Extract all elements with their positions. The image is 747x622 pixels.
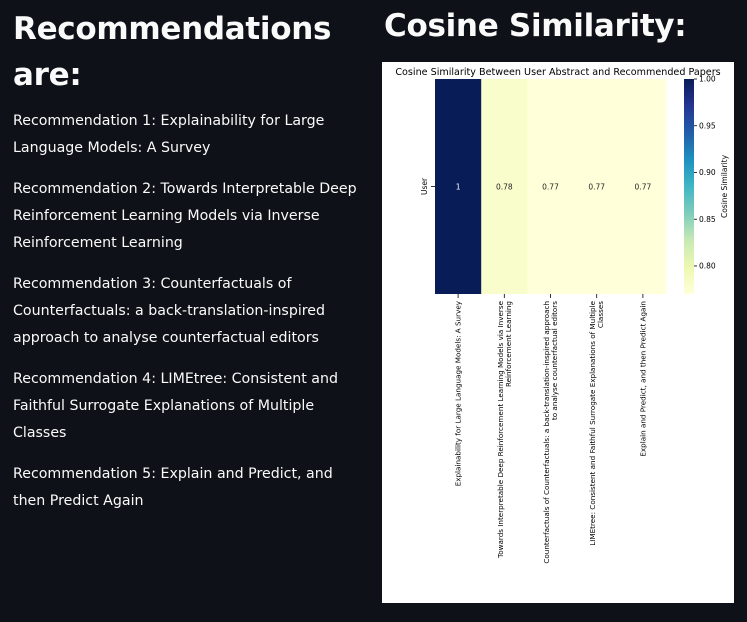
colorbar-tick-label: 1.00 (699, 75, 716, 84)
heatmap-figure: Cosine Similarity Between User Abstract … (382, 62, 734, 603)
heatmap-cell-4 (573, 79, 621, 294)
heatmap-chart: Cosine Similarity Between User Abstract … (395, 67, 729, 564)
recommendation-item-4: Recommendation 4: LIMEtree: Consistent a… (13, 371, 338, 441)
recommendation-item-3: Recommendation 3: Counterfactuals of Cou… (13, 276, 326, 346)
chart-title: Cosine Similarity Between User Abstract … (395, 67, 720, 78)
heatmap-cell-1 (435, 79, 482, 294)
colorbar-tick-label: 0.85 (699, 215, 716, 224)
recommendation-item-5: Recommendation 5: Explain and Predict, a… (13, 466, 333, 509)
recommendations-list: Recommendation 1: Explainability for Lar… (13, 108, 368, 515)
colorbar-label: Cosine Similarity (720, 154, 729, 218)
cell-value-label: 0.78 (496, 183, 513, 192)
colorbar-tick-label: 0.90 (699, 168, 716, 177)
colorbar-tick-label: 0.95 (699, 121, 716, 130)
cell-value-label: 0.77 (635, 183, 652, 192)
cell-value-label: 1 (456, 183, 461, 192)
heatmap-cell-2 (481, 79, 528, 294)
recommendation-item-1: Recommendation 1: Explainability for Lar… (13, 113, 325, 156)
column-label-3: Counterfactuals of Counterfactuals: a ba… (542, 301, 559, 564)
column-label-5: Explain and Predict, and then Predict Ag… (638, 301, 647, 457)
recommendation-item-2: Recommendation 2: Towards Interpretable … (13, 181, 357, 251)
cell-value-label: 0.77 (588, 183, 605, 192)
column-label-1: Explainability for Large Language Models… (454, 300, 463, 486)
cosine-similarity-heading: Cosine Similarity: (384, 8, 687, 44)
colorbar (684, 79, 694, 294)
recommendations-panel: Recommendations are: Recommendation 1: E… (13, 6, 368, 529)
column-label-2: Towards Interpretable Deep Reinforcement… (496, 300, 513, 559)
column-label-4: LIMEtree: Consistent and Faithful Surrog… (588, 300, 605, 545)
heatmap-cell-3 (527, 79, 574, 294)
row-label-user: User (420, 177, 429, 195)
cell-value-label: 0.77 (542, 183, 559, 192)
recommendations-heading: Recommendations are: (13, 11, 332, 93)
colorbar-tick-label: 0.80 (699, 262, 716, 271)
heatmap-cell-5 (619, 79, 667, 294)
